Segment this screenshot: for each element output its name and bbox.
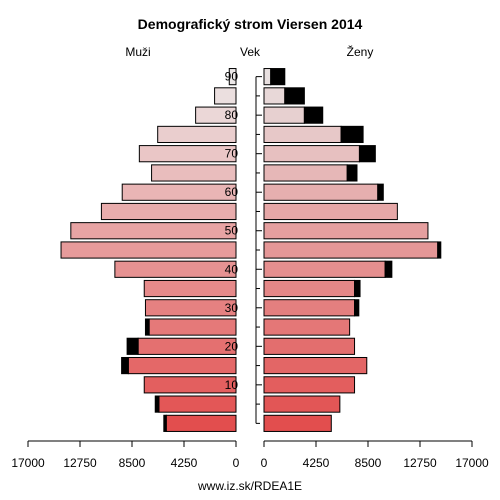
age-tick-label: 70 — [225, 147, 239, 161]
male-bar-65-69 — [151, 164, 237, 182]
male-bar-60-64 — [121, 183, 237, 201]
female-bar-25-29 — [263, 318, 351, 336]
male-excess-25-29 — [144, 318, 150, 336]
male-bar-0-4 — [165, 414, 237, 432]
female-excess-40-44 — [384, 260, 393, 278]
male-x-tick-label: 8500 — [119, 456, 146, 470]
female-excess-45-49 — [437, 241, 442, 259]
female-label: Ženy — [347, 44, 374, 59]
age-tick-label: 30 — [225, 301, 239, 315]
male-bar-75-79 — [157, 125, 237, 144]
female-bar-30-34 — [263, 299, 356, 317]
female-bar-35-39 — [263, 279, 356, 298]
female-excess-35-39 — [354, 279, 361, 298]
age-tick-label: 60 — [225, 185, 239, 199]
female-bar-5-9 — [263, 395, 341, 413]
male-bar-25-29 — [148, 318, 237, 336]
male-excess-15-19 — [121, 356, 129, 375]
male-bar-40-44 — [114, 260, 237, 278]
age-tick-label: 10 — [225, 378, 239, 392]
male-bar-5-9 — [158, 395, 237, 413]
male-x-tick-label: 17000 — [11, 456, 45, 470]
female-bar-40-44 — [263, 260, 386, 278]
male-bar-85-89 — [214, 87, 237, 105]
female-bar-70-74 — [263, 145, 360, 163]
female-bar-10-14 — [263, 376, 356, 394]
female-excess-60-64 — [377, 183, 384, 201]
female-bar-20-24 — [263, 337, 356, 355]
male-bar-55-59 — [100, 202, 237, 221]
female-x-tick-label: 4250 — [303, 456, 330, 470]
female-x-tick-label: 8500 — [355, 456, 382, 470]
male-bar-35-39 — [143, 279, 237, 298]
female-bar-15-19 — [263, 356, 368, 375]
male-bar-10-14 — [143, 376, 237, 394]
female-excess-75-79 — [340, 125, 364, 144]
female-bar-60-64 — [263, 183, 379, 201]
male-excess-20-24 — [126, 337, 139, 355]
female-bar-0-4 — [263, 414, 332, 432]
male-bar-20-24 — [137, 337, 237, 355]
age-tick-label: 90 — [225, 70, 239, 84]
male-x-tick-label: 4250 — [171, 456, 198, 470]
female-bar-75-79 — [263, 125, 342, 144]
male-x-tick-label: 12750 — [63, 456, 97, 470]
male-bar-45-49 — [60, 241, 237, 259]
female-excess-85-89 — [284, 87, 305, 105]
female-bar-90+ — [263, 68, 272, 86]
male-label: Muži — [125, 45, 150, 59]
male-bar-15-19 — [127, 356, 237, 375]
age-tick-label: 40 — [225, 262, 239, 276]
female-bar-55-59 — [263, 202, 398, 221]
age-tick-label: 50 — [225, 224, 239, 238]
age-label: Vek — [240, 45, 261, 59]
female-excess-65-69 — [346, 164, 358, 182]
female-excess-30-34 — [354, 299, 360, 317]
bars-group — [60, 68, 442, 432]
female-excess-80-84 — [303, 106, 324, 124]
male-excess-0-4 — [163, 414, 167, 432]
female-excess-90+ — [270, 68, 286, 86]
female-bar-50-54 — [263, 222, 429, 240]
female-x-tick-label: 12750 — [403, 456, 437, 470]
female-bar-80-84 — [263, 106, 305, 124]
female-x-tick-label: 17000 — [455, 456, 489, 470]
female-bar-45-49 — [263, 241, 439, 259]
female-x-tick-label: 0 — [261, 456, 268, 470]
male-bar-50-54 — [70, 222, 237, 240]
male-excess-5-9 — [154, 395, 160, 413]
age-tick-label: 80 — [225, 108, 239, 122]
female-bar-65-69 — [263, 164, 348, 182]
age-tick-label: 20 — [225, 339, 239, 353]
male-bar-70-74 — [138, 145, 237, 163]
male-bar-30-34 — [144, 299, 237, 317]
axes-group: 17000 12750 8500 4250 0 0 4250 8500 12750 17000 10… — [11, 70, 489, 470]
male-bar-90+ — [228, 68, 237, 86]
female-excess-70-74 — [358, 145, 376, 163]
female-bar-85-89 — [263, 87, 286, 105]
footer-source: www.iz.sk/RDEA1E — [197, 479, 302, 493]
chart-title: Demografický strom Viersen 2014 — [138, 16, 363, 32]
male-bar-80-84 — [195, 106, 237, 124]
male-x-tick-label: 0 — [233, 456, 240, 470]
